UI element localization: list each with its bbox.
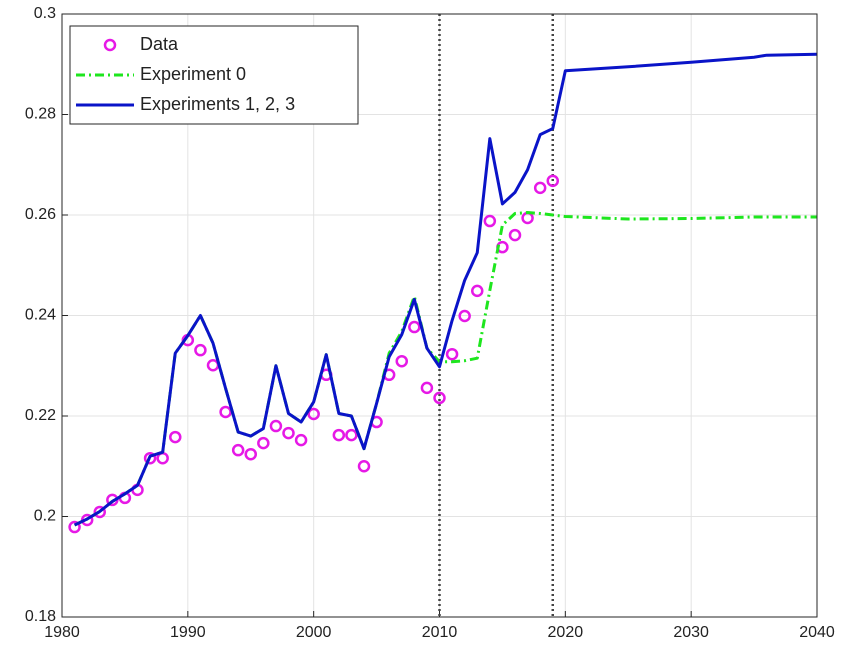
data-point: [307, 407, 320, 421]
data-point: [219, 405, 232, 419]
y-tick-label: 0.26: [25, 206, 56, 223]
data-point: [533, 181, 547, 195]
data-point: [433, 391, 446, 405]
data-point: [420, 381, 434, 395]
data-point: [546, 174, 559, 188]
data-point: [458, 309, 471, 323]
line-series: [73, 52, 818, 527]
data-point: [471, 284, 484, 298]
data-point: [194, 343, 207, 357]
x-tick-label: 2010: [422, 624, 458, 641]
legend-label: Data: [140, 34, 179, 54]
data-point: [445, 347, 459, 361]
data-point: [143, 451, 157, 465]
data-point: [294, 433, 308, 447]
data-point: [269, 419, 283, 433]
data-point: [93, 505, 106, 519]
data-point: [231, 443, 245, 457]
data-point: [332, 428, 346, 442]
data-point: [345, 428, 358, 442]
data-point: [68, 520, 81, 534]
plot-frame: [61, 13, 818, 618]
x-tick-label: 1990: [170, 624, 206, 641]
x-tick-label: 1980: [44, 624, 80, 641]
y-tick-label: 0.22: [25, 407, 56, 424]
data-point: [483, 214, 497, 228]
legend-label: Experiment 0: [140, 64, 246, 84]
x-tick-label: 2030: [673, 624, 709, 641]
legend-label: Experiments 1, 2, 3: [140, 94, 295, 114]
y-tick-label: 0.18: [25, 608, 56, 625]
y-tick-label: 0.2: [34, 508, 56, 525]
legend-marker: [103, 38, 117, 52]
data-point: [395, 354, 408, 368]
data-point: [357, 460, 371, 473]
data-point: [282, 426, 295, 440]
y-tick-label: 0.28: [25, 106, 56, 123]
data-point: [169, 430, 182, 444]
x-tick-label: 2040: [799, 624, 835, 641]
x-tick-label: 2000: [296, 624, 332, 641]
data-point: [257, 436, 270, 450]
data-point: [508, 228, 522, 242]
y-tick-label: 0.24: [25, 307, 56, 324]
x-tick-label: 2020: [548, 624, 584, 641]
y-tick-label: 0.3: [34, 5, 56, 22]
data-point: [244, 447, 257, 461]
data-point: [408, 320, 421, 334]
